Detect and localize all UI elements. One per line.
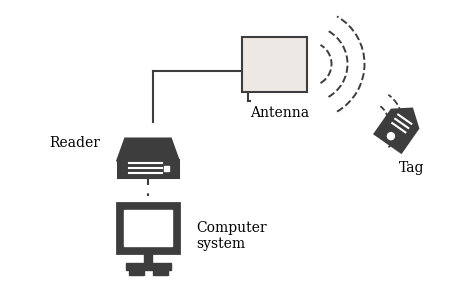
Bar: [164, 166, 168, 171]
Polygon shape: [118, 139, 178, 160]
Text: Antenna: Antenna: [250, 105, 310, 120]
Bar: [126, 263, 171, 270]
Polygon shape: [118, 160, 178, 177]
Text: Tag: Tag: [399, 161, 425, 175]
Text: Reader: Reader: [49, 136, 100, 150]
Bar: [128, 270, 144, 275]
Text: Computer
system: Computer system: [196, 221, 266, 251]
Circle shape: [387, 133, 394, 140]
Bar: [144, 253, 152, 263]
FancyBboxPatch shape: [243, 36, 308, 91]
Polygon shape: [124, 210, 172, 246]
Polygon shape: [117, 203, 179, 253]
Polygon shape: [375, 109, 418, 152]
Bar: [153, 270, 167, 275]
